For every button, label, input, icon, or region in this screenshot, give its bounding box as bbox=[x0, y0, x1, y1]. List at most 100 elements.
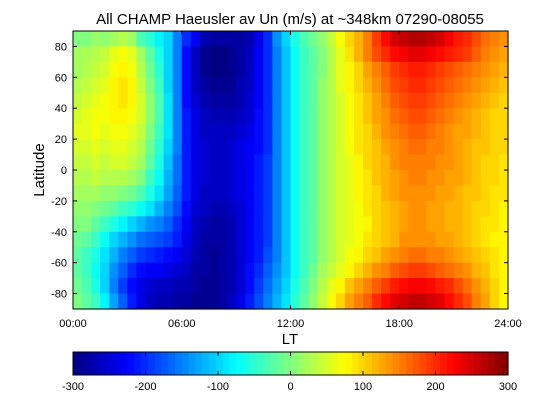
y-tick-label: -60 bbox=[51, 258, 67, 270]
heatmap-cell bbox=[408, 61, 418, 78]
heatmap-cell bbox=[91, 262, 101, 279]
heatmap-cell bbox=[254, 262, 264, 279]
heatmap-cell bbox=[480, 77, 491, 94]
heatmap-cell bbox=[82, 185, 92, 202]
heatmap-cell bbox=[381, 108, 391, 125]
heatmap-cell bbox=[417, 185, 428, 202]
heatmap-cell bbox=[399, 170, 409, 187]
heatmap-cell bbox=[363, 262, 373, 279]
heatmap-cell bbox=[299, 262, 310, 279]
heatmap-cell bbox=[453, 123, 464, 140]
heatmap-cell bbox=[372, 77, 382, 94]
heatmap-cell bbox=[163, 92, 174, 109]
heatmap-cell bbox=[353, 123, 364, 140]
heatmap-cell bbox=[118, 293, 128, 310]
heatmap-cell bbox=[363, 293, 373, 310]
heatmap-cell bbox=[154, 293, 165, 310]
colorbar-segment bbox=[317, 352, 326, 375]
heatmap-cell bbox=[435, 262, 446, 279]
heatmap-cell bbox=[299, 231, 310, 248]
heatmap-cell bbox=[390, 31, 400, 48]
heatmap-cell bbox=[317, 262, 328, 279]
heatmap-cell bbox=[390, 123, 400, 140]
heatmap-cell bbox=[236, 293, 246, 310]
chart-title: All CHAMP Haeusler av Un (m/s) at ~348km… bbox=[96, 11, 484, 28]
heatmap-cell bbox=[471, 139, 482, 156]
heatmap-cell bbox=[109, 231, 119, 248]
heatmap-cell bbox=[489, 46, 500, 63]
heatmap-cell bbox=[118, 77, 128, 94]
heatmap-cell bbox=[381, 31, 391, 48]
heatmap-cell bbox=[390, 262, 400, 279]
heatmap-cell bbox=[254, 92, 264, 109]
heatmap-cell bbox=[91, 247, 101, 264]
heatmap-cell bbox=[326, 293, 337, 310]
heatmap-cell bbox=[308, 293, 319, 310]
heatmap-cell bbox=[145, 247, 156, 264]
heatmap-cell bbox=[172, 61, 183, 78]
heatmap-cell bbox=[381, 216, 391, 233]
heatmap-cell bbox=[290, 123, 301, 140]
heatmap-cell bbox=[136, 154, 147, 171]
heatmap-cell bbox=[218, 170, 228, 187]
heatmap-cell bbox=[353, 31, 364, 48]
heatmap-cell bbox=[218, 231, 228, 248]
heatmap-cell bbox=[353, 77, 364, 94]
heatmap-cell bbox=[390, 216, 400, 233]
heatmap-cell bbox=[435, 216, 446, 233]
heatmap-cell bbox=[100, 278, 110, 295]
heatmap-cell bbox=[498, 77, 509, 94]
heatmap-cell bbox=[498, 231, 509, 248]
heatmap-cell bbox=[435, 46, 446, 63]
heatmap-cell bbox=[82, 216, 92, 233]
heatmap-cell bbox=[489, 200, 500, 217]
heatmap-cell bbox=[227, 278, 237, 295]
heatmap-cell bbox=[435, 200, 446, 217]
heatmap-cell bbox=[100, 108, 110, 125]
heatmap-cell bbox=[163, 46, 174, 63]
heatmap-cell bbox=[489, 262, 500, 279]
heatmap-cell bbox=[218, 61, 228, 78]
heatmap[interactable] bbox=[73, 31, 509, 310]
heatmap-cell bbox=[245, 31, 255, 48]
heatmap-cell bbox=[290, 170, 301, 187]
heatmap-cell bbox=[163, 61, 174, 78]
heatmap-cell bbox=[399, 231, 409, 248]
heatmap-cell bbox=[127, 123, 138, 140]
heatmap-cell bbox=[390, 139, 400, 156]
heatmap-cell bbox=[154, 278, 165, 295]
heatmap-cell bbox=[82, 77, 92, 94]
heatmap-cell bbox=[181, 200, 192, 217]
heatmap-cell bbox=[363, 170, 373, 187]
heatmap-cell bbox=[172, 46, 183, 63]
heatmap-cell bbox=[109, 123, 119, 140]
heatmap-cell bbox=[462, 262, 473, 279]
heatmap-cell bbox=[299, 139, 310, 156]
heatmap-cell bbox=[172, 262, 183, 279]
heatmap-cell bbox=[73, 61, 83, 78]
colorbar-segment bbox=[147, 352, 156, 375]
heatmap-cell bbox=[344, 247, 355, 264]
heatmap-cell bbox=[272, 170, 283, 187]
heatmap-cell bbox=[363, 92, 373, 109]
heatmap-cell bbox=[181, 231, 192, 248]
colorbar-segment bbox=[392, 352, 400, 375]
heatmap-cell bbox=[263, 185, 273, 202]
heatmap-cell bbox=[317, 139, 328, 156]
heatmap-cell bbox=[408, 108, 418, 125]
heatmap-cell bbox=[218, 139, 228, 156]
heatmap-cell bbox=[263, 262, 273, 279]
heatmap-cell bbox=[145, 200, 156, 217]
heatmap-cell bbox=[199, 170, 210, 187]
heatmap-cell bbox=[453, 31, 464, 48]
colorbar-segment bbox=[93, 352, 101, 375]
heatmap-cell bbox=[181, 170, 192, 187]
heatmap-cell bbox=[308, 123, 319, 140]
heatmap-cell bbox=[208, 139, 219, 156]
heatmap-cell bbox=[163, 139, 174, 156]
heatmap-cell bbox=[263, 278, 273, 295]
heatmap-cell bbox=[91, 61, 101, 78]
heatmap-cell bbox=[199, 216, 210, 233]
heatmap-cell bbox=[91, 216, 101, 233]
heatmap-cell bbox=[245, 108, 255, 125]
